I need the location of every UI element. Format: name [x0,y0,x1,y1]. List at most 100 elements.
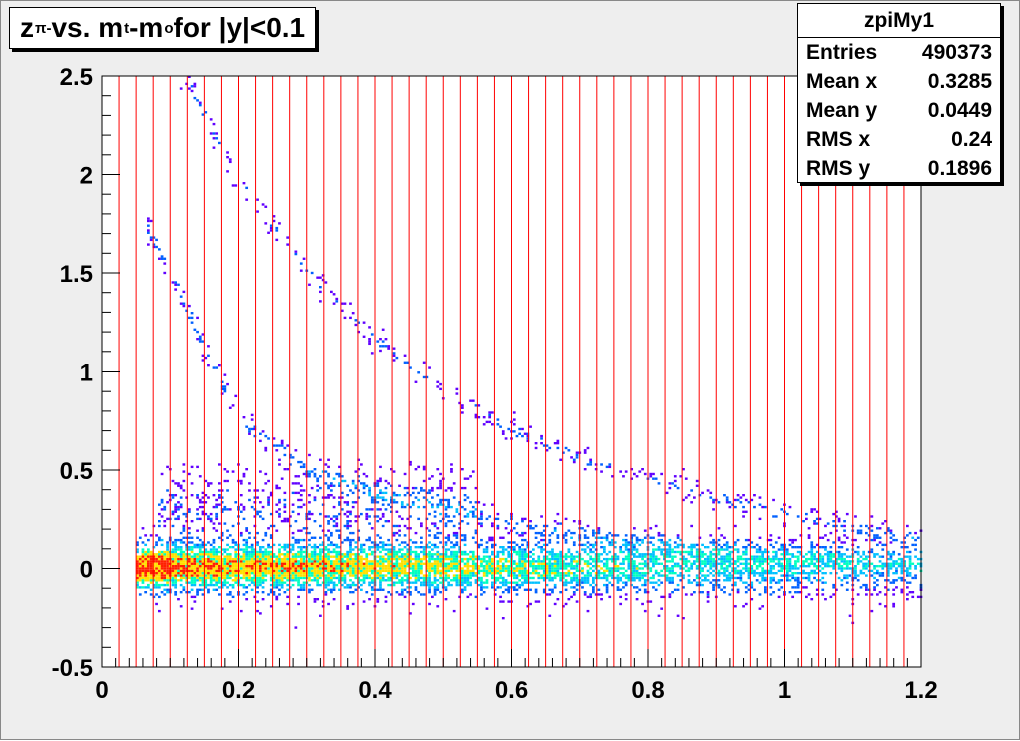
heatmap-cell [414,557,418,561]
heatmap-cell [553,567,557,570]
heatmap-cell [712,565,715,568]
heatmap-cell [420,546,423,549]
heatmap-cell [709,562,713,565]
heatmap-cell [392,569,396,573]
heatmap-cell [278,515,281,518]
heatmap-cell [190,316,194,320]
heatmap-cell [616,588,620,591]
heatmap-cell [327,543,330,547]
heatmap-cell [174,591,178,594]
heatmap-cell [166,543,169,547]
heatmap-cell [805,572,808,575]
heatmap-cell [488,538,492,542]
heatmap-cell [731,562,735,565]
heatmap-cell [226,574,229,577]
heatmap-cell [179,565,183,568]
heatmap-cell [340,553,344,556]
heatmap-cell [608,574,612,577]
heatmap-cell [316,562,320,565]
heatmap-cell [365,565,369,568]
heatmap-cell [253,524,257,528]
heatmap-cell [444,536,448,539]
heatmap-cell [239,560,243,563]
heatmap-cell [654,588,658,591]
heatmap-cell [330,560,333,563]
heatmap-cell [158,520,161,523]
heatmap-cell [171,479,175,483]
heatmap-cell [417,567,421,570]
heatmap-cell [204,512,208,516]
heatmap-cell [269,491,273,495]
heatmap-cell [701,560,704,563]
heatmap-cell [512,572,516,575]
heatmap-cell [744,546,748,549]
heatmap-cell [182,489,186,492]
heatmap-cell [166,565,169,568]
heatmap-cell [482,416,486,419]
heatmap-cell [177,538,180,542]
heatmap-cell [384,338,388,341]
heatmap-cell [267,560,270,563]
heatmap-cell [215,550,219,554]
heatmap-cell [171,581,175,584]
heatmap-cell [698,494,702,497]
heatmap-cell [630,574,634,577]
heatmap-cell [147,583,150,587]
heatmap-cell [196,536,199,539]
heatmap-cell [261,591,265,594]
heatmap-cell [313,569,317,573]
heatmap-cell [433,574,437,577]
heatmap-cell [723,591,726,594]
heatmap-cell [466,595,470,599]
heatmap-cell [177,517,180,521]
heatmap-cell [275,484,279,487]
heatmap-cell [308,543,311,547]
heatmap-cell [321,574,325,577]
heatmap-cell [829,553,833,556]
heatmap-cell [668,567,672,570]
heatmap-cell [152,565,156,568]
heatmap-cell [324,576,328,580]
heatmap-cell [411,491,415,495]
heatmap-cell [534,581,538,584]
heatmap-cell [597,527,601,530]
heatmap-cell [586,579,590,582]
heatmap-cell [220,569,224,573]
heatmap-cell [717,501,721,504]
heatmap-cell [185,569,189,573]
heatmap-cell [220,586,224,589]
heatmap-cell [395,562,399,565]
heatmap-cell [212,574,216,577]
heatmap-cell [365,475,369,478]
heatmap-cell [518,586,522,589]
heatmap-cell [575,560,579,563]
heatmap-cell [512,588,516,591]
heatmap-cell [856,531,860,535]
heatmap-cell [537,574,541,577]
heatmap-cell [406,565,410,568]
heatmap-cell [589,458,593,461]
heatmap-cell [564,572,568,575]
heatmap-cell [248,560,251,563]
heatmap-cell [411,574,415,577]
heatmap-cell [400,553,404,556]
heatmap-cell [556,598,560,601]
heatmap-cell [712,560,715,563]
heatmap-cell [608,572,612,575]
heatmap-cell [390,468,393,471]
heatmap-cell [810,555,814,558]
heatmap-cell [867,527,871,530]
heatmap-cell [518,546,522,549]
heatmap-cell [411,541,415,544]
heatmap-cell [272,444,276,447]
heatmap-cell [357,579,361,582]
heatmap-cell [321,503,325,506]
heatmap-cell [261,505,265,509]
heatmap-cell [332,583,336,587]
heatmap-cell [239,479,243,483]
heatmap-cell [171,567,175,570]
heatmap-cell [567,555,571,558]
heatmap-cell [450,463,453,466]
heatmap-cell [501,579,505,582]
heatmap-cell [635,574,639,577]
